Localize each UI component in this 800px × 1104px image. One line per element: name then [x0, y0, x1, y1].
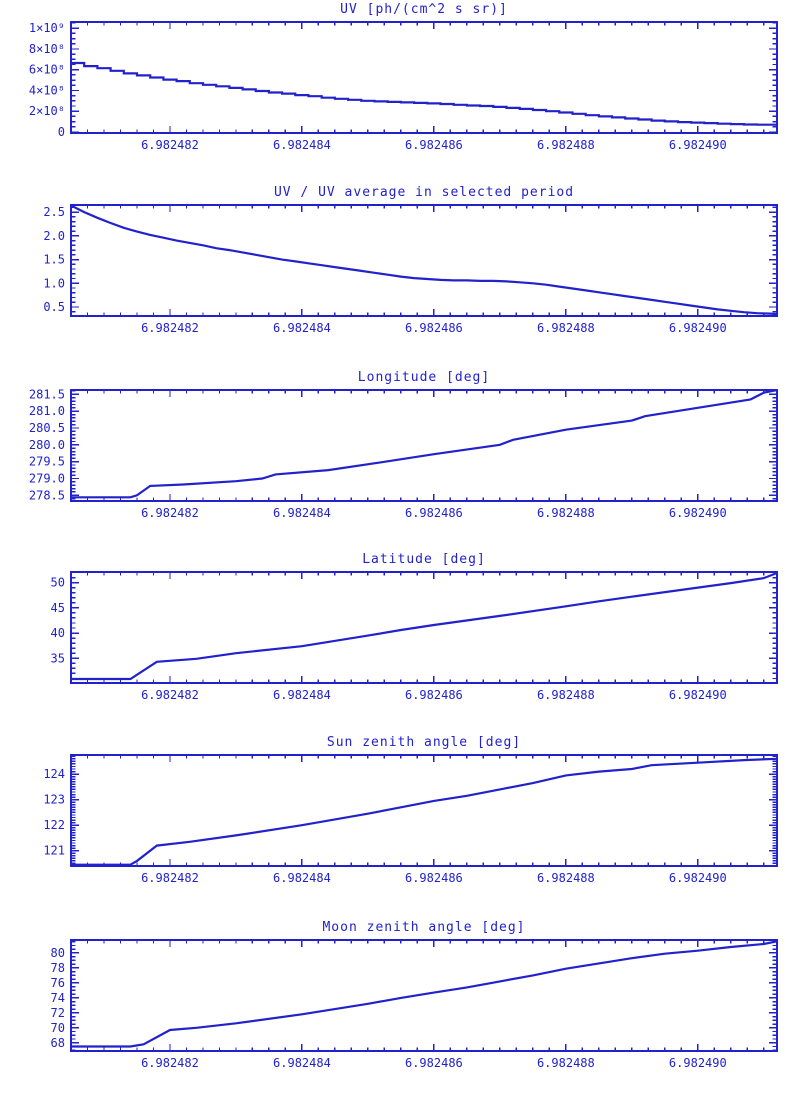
y-tick-label: 121 [43, 844, 65, 858]
x-tick-label: 6.982488 [537, 1056, 595, 1070]
x-tick-label: 6.982484 [273, 506, 331, 520]
plot-title: Longitude [deg] [358, 370, 490, 385]
y-tick-label: 2.5 [43, 205, 65, 219]
y-tick-label: 1.0 [43, 276, 65, 290]
x-tick-label: 6.982482 [141, 138, 199, 152]
y-tick-label: 70 [51, 1021, 65, 1035]
y-tick-label: 122 [43, 818, 65, 832]
panel-uv-ratio: UV / UV average in selected period 6.9824… [43, 185, 778, 335]
panel-latitude: Latitude [deg] 6.982482 6.982484 6.982486 6.… [51, 552, 778, 702]
x-tick-label: 6.982484 [273, 1056, 331, 1070]
x-tick-label: 6.982486 [405, 688, 463, 702]
plot-title: Moon zenith angle [deg] [322, 920, 525, 935]
y-tick-label: 80 [51, 946, 65, 960]
plot-title: UV / UV average in selected period [274, 185, 574, 200]
x-tick-label: 6.982486 [405, 506, 463, 520]
x-tick-label: 6.982486 [405, 138, 463, 152]
panel-moon-zenith: Moon zenith angle [deg] 6.982482 6.982484 6… [51, 920, 778, 1070]
x-tick-label: 6.982486 [405, 321, 463, 335]
y-tick-label: 281.5 [29, 387, 65, 401]
y-tick-label: 123 [43, 793, 65, 807]
x-tick-label: 6.982488 [537, 321, 595, 335]
y-tick-label: 280.0 [29, 438, 65, 452]
panel-longitude: Longitude [deg] 6.982482 6.982484 6.982486 6… [29, 370, 778, 520]
y-tick-label: 1.5 [43, 253, 65, 267]
x-tick-label: 6.982482 [141, 321, 199, 335]
y-tick-label: 2×10⁸ [29, 104, 65, 118]
plot-title: UV [ph/(cm^2 s sr)] [340, 2, 508, 17]
data-curve-uv [71, 61, 779, 126]
y-tick-label: 124 [43, 767, 65, 781]
y-tick-label: 8×10⁸ [29, 42, 65, 56]
x-tick-label: 6.982488 [537, 871, 595, 885]
data-curve-latitude [71, 571, 778, 681]
y-tick-label: 78 [51, 961, 65, 975]
x-tick-label: 6.982482 [141, 688, 199, 702]
data-curve-sun-zenith [71, 757, 778, 866]
panel-sun-zenith: Sun zenith angle [deg] 6.982482 6.982484 6.… [43, 735, 778, 885]
x-tick-label: 6.982490 [669, 1056, 727, 1070]
y-tick-label: 278.5 [29, 488, 65, 502]
plot-frame [70, 754, 778, 867]
x-tick-label: 6.982490 [669, 871, 727, 885]
y-tick-label: 2.0 [43, 229, 65, 243]
plot-frame [70, 204, 778, 317]
y-tick-label: 35 [51, 651, 65, 665]
x-tick-label: 6.982490 [669, 138, 727, 152]
y-tick-label: 4×10⁸ [29, 83, 65, 97]
x-tick-label: 6.982482 [141, 506, 199, 520]
x-tick-label: 6.982484 [273, 688, 331, 702]
y-tick-label: 72 [51, 1006, 65, 1020]
x-tick-label: 6.982490 [669, 321, 727, 335]
y-tick-label: 281.0 [29, 404, 65, 418]
x-tick-label: 6.982490 [669, 688, 727, 702]
y-tick-label: 76 [51, 976, 65, 990]
y-tick-label: 1×10⁹ [29, 21, 65, 35]
x-tick-label: 6.982488 [537, 688, 595, 702]
y-tick-label: 279.5 [29, 455, 65, 469]
y-tick-label: 50 [51, 576, 65, 590]
y-tick-label: 279.0 [29, 471, 65, 485]
x-tick-label: 6.982486 [405, 1056, 463, 1070]
x-tick-label: 6.982488 [537, 506, 595, 520]
x-tick-label: 6.982486 [405, 871, 463, 885]
data-curve-uv-ratio [70, 204, 778, 316]
plot-title: Latitude [deg] [362, 552, 486, 567]
x-tick-label: 6.982490 [669, 506, 727, 520]
x-tick-label: 6.982488 [537, 138, 595, 152]
plot-frame [70, 939, 778, 1052]
plot-frame [70, 21, 778, 134]
y-tick-label: 280.5 [29, 421, 65, 435]
data-curve-longitude [71, 388, 778, 499]
y-tick-label: 0.5 [43, 300, 65, 314]
x-tick-label: 6.982484 [273, 138, 331, 152]
y-tick-label: 0 [58, 125, 65, 139]
y-tick-label: 74 [51, 991, 65, 1005]
x-tick-label: 6.982484 [273, 321, 331, 335]
plot-title: Sun zenith angle [deg] [327, 735, 521, 750]
y-tick-label: 40 [51, 626, 65, 640]
y-tick-label: 68 [51, 1036, 65, 1050]
y-tick-label: 45 [51, 601, 65, 615]
y-tick-label: 6×10⁸ [29, 63, 65, 77]
x-tick-label: 6.982482 [141, 1056, 199, 1070]
data-curve-moon-zenith [71, 940, 778, 1048]
x-tick-label: 6.982482 [141, 871, 199, 885]
x-tick-label: 6.982484 [273, 871, 331, 885]
panel-uv: UV [ph/(cm^2 s sr)] 6.982482 6.982484 6.982… [29, 2, 779, 152]
